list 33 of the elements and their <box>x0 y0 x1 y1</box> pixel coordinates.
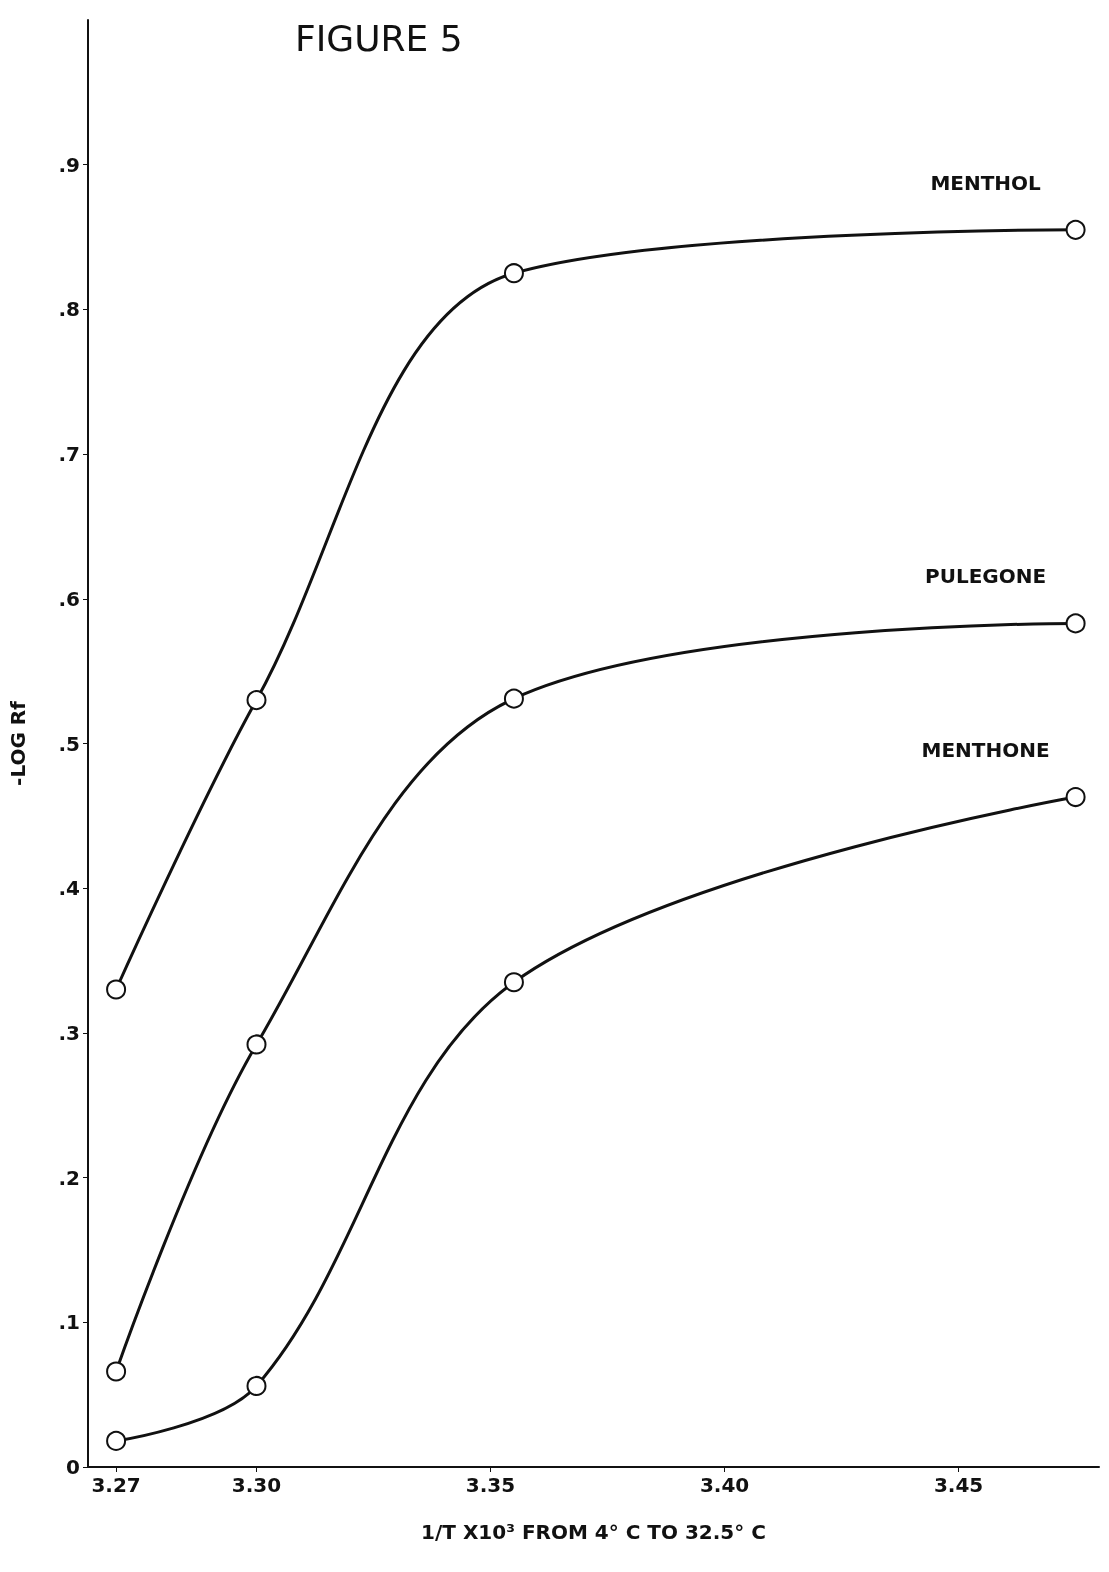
y-axis-title: -LOG Rf <box>6 700 30 786</box>
point <box>106 1430 127 1451</box>
series-label: PULEGONE <box>925 564 1047 589</box>
y-tick-label: 0 <box>66 1455 80 1479</box>
point <box>1065 787 1086 808</box>
y-tick-label: .7 <box>58 442 80 467</box>
point <box>503 263 524 284</box>
y-tick-label: .5 <box>58 731 80 756</box>
x-tick-label: 3.40 <box>699 1473 750 1497</box>
x-tick-label: 3.45 <box>933 1473 984 1497</box>
point <box>246 1375 267 1396</box>
point <box>503 972 524 993</box>
y-tick-label: .9 <box>58 152 80 177</box>
point <box>106 1361 127 1382</box>
series-label: MENTHONE <box>921 738 1050 763</box>
x-tick-label: 3.30 <box>231 1473 282 1497</box>
point <box>246 1034 267 1055</box>
point <box>106 979 127 1000</box>
x-tick-label: 3.35 <box>465 1473 516 1497</box>
y-tick-label: .8 <box>58 297 80 322</box>
x-axis-title: 1/T X10³ FROM 4° C TO 32.5° C <box>421 1520 766 1544</box>
chart-title: FIGURE 5 <box>295 17 463 59</box>
y-tick-label: .6 <box>58 586 80 611</box>
point <box>503 688 524 709</box>
y-tick-label: .3 <box>58 1020 80 1045</box>
point <box>1065 219 1086 240</box>
point <box>246 690 267 711</box>
y-tick-label: .4 <box>58 876 80 901</box>
point <box>1065 613 1086 634</box>
series-label: MENTHOL <box>930 170 1042 195</box>
x-tick-label: 3.27 <box>91 1473 141 1497</box>
y-tick-label: .1 <box>58 1310 80 1335</box>
y-tick-label: .2 <box>58 1165 80 1190</box>
